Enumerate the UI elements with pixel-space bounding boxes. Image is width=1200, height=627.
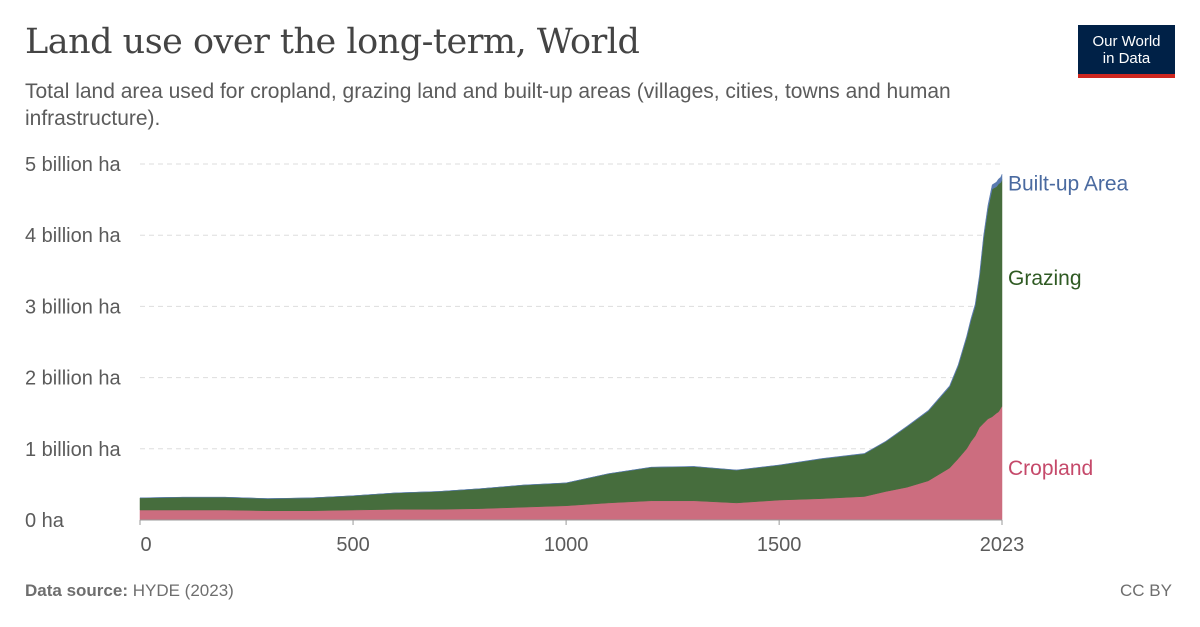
area-grazing bbox=[139, 179, 1003, 511]
logo-line-1: Our World bbox=[1092, 33, 1161, 50]
y-tick-label: 4 billion ha bbox=[25, 225, 122, 247]
series-label-built-up-area: Built-up Area bbox=[1008, 172, 1129, 195]
data-source-value[interactable]: HYDE (2023) bbox=[132, 581, 234, 600]
x-tick-label: 1500 bbox=[757, 534, 802, 556]
y-tick-label: 0 ha bbox=[25, 510, 65, 532]
chart-subtitle: Total land area used for cropland, grazi… bbox=[25, 80, 951, 130]
land-use-area-chart: 0 ha 1 billion ha 2 billion ha 3 billion ha… bbox=[25, 154, 1129, 556]
x-tick-label: 0 bbox=[140, 534, 151, 556]
grid-lines bbox=[140, 163, 1002, 450]
license[interactable]: CC BY bbox=[1120, 581, 1172, 600]
x-tick-label: 500 bbox=[336, 534, 369, 556]
data-source: Data source: HYDE (2023) bbox=[25, 581, 234, 601]
y-tick-label: 5 billion ha bbox=[25, 154, 122, 176]
logo-line-2: in Data bbox=[1102, 50, 1151, 67]
area-built-up-area bbox=[139, 174, 1003, 499]
data-source-label: Data source: bbox=[25, 581, 128, 600]
x-tick-label: 2023 bbox=[980, 534, 1025, 556]
y-tick-label: 2 billion ha bbox=[25, 368, 122, 390]
y-tick-label: 1 billion ha bbox=[25, 439, 122, 461]
y-tick-label: 3 billion ha bbox=[25, 296, 122, 318]
chart-title: Land use over the long-term, World bbox=[25, 22, 640, 62]
series-label-grazing: Grazing bbox=[1008, 267, 1082, 290]
stacked-areas bbox=[139, 174, 1003, 521]
owid-logo[interactable]: Our World in Data bbox=[1078, 25, 1175, 78]
axes: 0 ha 1 billion ha 2 billion ha 3 billion ha… bbox=[25, 154, 1024, 556]
series-labels: Cropland Grazing Built-up Area bbox=[1008, 172, 1129, 480]
x-tick-label: 1000 bbox=[544, 534, 589, 556]
series-label-cropland: Cropland bbox=[1008, 457, 1093, 480]
